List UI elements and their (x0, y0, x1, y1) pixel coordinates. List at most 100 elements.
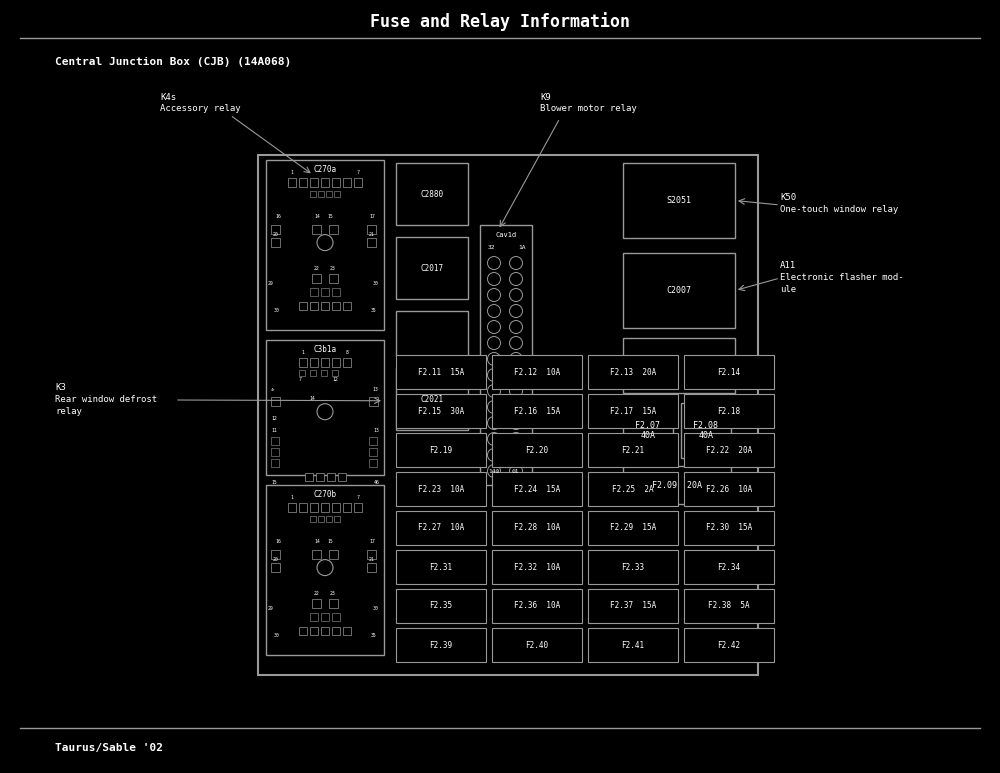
Bar (492, 394, 582, 428)
Text: F2.34: F2.34 (717, 563, 741, 571)
Bar (332, 503, 340, 512)
Text: F2.33: F2.33 (621, 563, 645, 571)
Text: F2.31: F2.31 (429, 563, 453, 571)
Bar (369, 397, 378, 406)
Text: F2.12  10A: F2.12 10A (514, 367, 560, 376)
Bar (588, 589, 678, 623)
Bar (492, 472, 582, 506)
Text: F2.20: F2.20 (525, 445, 549, 455)
Bar (588, 511, 678, 545)
Text: 4↑: 4↑ (271, 388, 276, 392)
Text: Fuse and Relay Information: Fuse and Relay Information (370, 12, 630, 32)
Bar (318, 516, 324, 522)
Text: F2.18: F2.18 (717, 407, 741, 416)
Bar (369, 448, 377, 456)
Text: 30: 30 (274, 308, 280, 313)
Bar (492, 550, 582, 584)
Text: F2.25  2A: F2.25 2A (612, 485, 654, 493)
Text: 7: 7 (299, 377, 302, 382)
Text: 8: 8 (346, 350, 348, 355)
Text: Electronic flasher mod-: Electronic flasher mod- (780, 273, 904, 281)
Bar (299, 178, 307, 187)
Bar (271, 397, 280, 406)
Bar (310, 627, 318, 635)
Text: 16: 16 (275, 214, 281, 219)
Bar (588, 472, 678, 506)
Bar (684, 355, 774, 389)
Text: 1: 1 (291, 495, 293, 500)
Bar (304, 473, 312, 482)
Bar (396, 472, 486, 506)
Bar (332, 178, 340, 187)
Text: 7: 7 (357, 495, 359, 500)
Bar (310, 178, 318, 187)
Bar (332, 288, 340, 296)
Text: F2.13  20A: F2.13 20A (610, 367, 656, 376)
Text: 22: 22 (314, 267, 320, 271)
Bar (588, 433, 678, 467)
Bar (396, 311, 468, 356)
Text: F2.42: F2.42 (717, 641, 741, 649)
Bar (623, 403, 673, 458)
Bar (588, 550, 678, 584)
Bar (338, 473, 346, 482)
Bar (312, 550, 321, 559)
Bar (343, 302, 351, 310)
Text: relay: relay (55, 407, 82, 416)
Bar (329, 225, 338, 233)
Bar (310, 191, 316, 197)
Text: 20: 20 (273, 557, 279, 562)
Text: 15: 15 (327, 214, 333, 219)
Text: F2.41: F2.41 (621, 641, 645, 649)
Text: F2.17  15A: F2.17 15A (610, 407, 656, 416)
Text: F2.36  10A: F2.36 10A (514, 601, 560, 611)
Bar (310, 370, 316, 376)
Bar (310, 516, 316, 522)
Text: F2.30  15A: F2.30 15A (706, 523, 752, 533)
Bar (343, 178, 351, 187)
Text: F2.11  15A: F2.11 15A (418, 367, 464, 376)
Bar (369, 438, 377, 445)
Bar (492, 628, 582, 662)
Text: 12: 12 (271, 416, 277, 421)
Bar (588, 628, 678, 662)
Text: F2.22  20A: F2.22 20A (706, 445, 752, 455)
Bar (684, 394, 774, 428)
Text: C2007: C2007 (666, 286, 692, 295)
Text: 29: 29 (268, 606, 274, 611)
Text: 14: 14 (314, 539, 320, 544)
Bar (367, 225, 376, 233)
Text: F2.08
40A: F2.08 40A (694, 421, 718, 440)
Bar (318, 191, 324, 197)
Text: F2.26  10A: F2.26 10A (706, 485, 752, 493)
Text: Cav1d: Cav1d (495, 232, 517, 238)
Bar (288, 503, 296, 512)
Text: 35: 35 (370, 633, 376, 638)
Text: F2.07
40A: F2.07 40A (636, 421, 660, 440)
Text: C270a: C270a (313, 165, 337, 173)
Bar (623, 338, 735, 393)
Text: F2.19: F2.19 (429, 445, 453, 455)
Text: 11: 11 (271, 428, 277, 433)
Bar (343, 358, 351, 367)
Bar (396, 368, 468, 430)
Text: C270b: C270b (313, 489, 337, 499)
Text: C2017: C2017 (420, 264, 444, 273)
Bar (271, 237, 280, 247)
Text: 23: 23 (330, 591, 336, 597)
Text: 22: 22 (314, 591, 320, 597)
Text: 16: 16 (275, 539, 281, 544)
Bar (367, 237, 376, 247)
Bar (321, 302, 329, 310)
Bar (623, 163, 735, 238)
Text: 13: 13 (373, 428, 379, 433)
Text: ⊙1: ⊙1 (512, 468, 520, 474)
Bar (332, 358, 340, 367)
Text: 14: 14 (314, 214, 320, 219)
Bar (310, 358, 318, 367)
Bar (367, 563, 376, 571)
Text: 12: 12 (332, 377, 338, 382)
Text: F2.15  30A: F2.15 30A (418, 407, 464, 416)
Bar (396, 550, 486, 584)
Text: F2.09  20A: F2.09 20A (652, 481, 702, 489)
